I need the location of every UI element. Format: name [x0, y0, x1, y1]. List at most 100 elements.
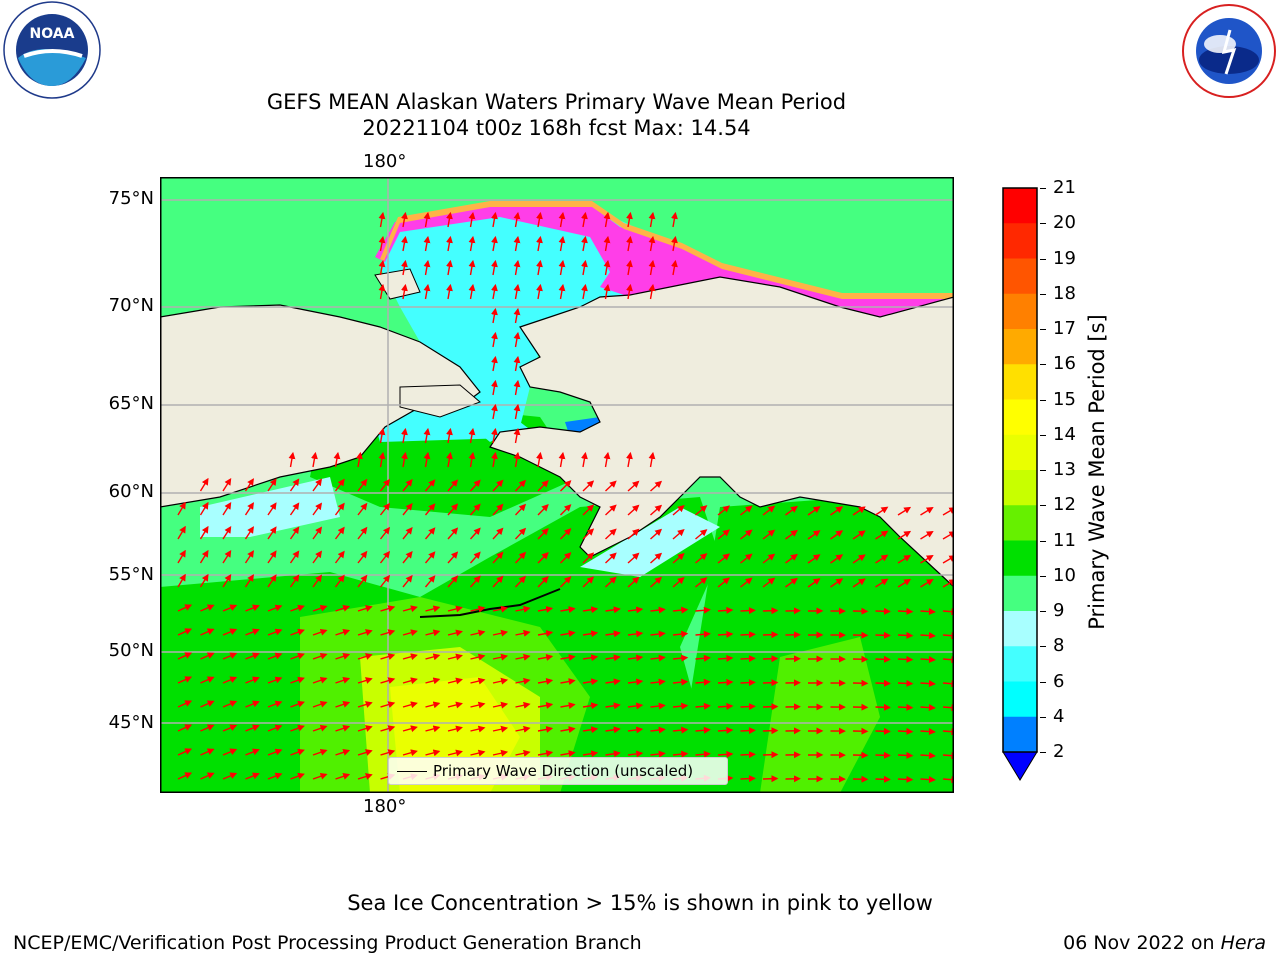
wave-arrow [920, 554, 934, 564]
colorbar-bin [1003, 540, 1037, 577]
wave-arrow [740, 631, 756, 639]
wave-arrow [244, 550, 254, 564]
wave-arrow [400, 211, 408, 228]
wave-arrow [357, 629, 373, 636]
wave-arrow [537, 605, 554, 613]
wave-arrow [490, 211, 498, 228]
wave-arrow [695, 577, 708, 588]
lat-label-50: 50°N [108, 640, 154, 661]
wave-arrow [897, 775, 914, 783]
wave-arrow [199, 549, 209, 564]
wave-arrow [762, 607, 779, 615]
wave-arrow [357, 502, 368, 516]
colorbar-tick-mark [1040, 681, 1046, 683]
wave-arrow [897, 703, 914, 711]
wave-arrow [267, 652, 283, 660]
wave-arrow [267, 526, 277, 540]
wave-arrow [695, 702, 711, 710]
wave-arrow [875, 775, 891, 783]
wave-arrow [717, 529, 730, 540]
colorbar-bin [1003, 646, 1037, 682]
wave-arrow [492, 701, 509, 709]
wave-arrow [357, 526, 368, 540]
wave-arrow [695, 553, 708, 564]
wave-arrow [560, 678, 576, 686]
wave-arrow [650, 678, 666, 686]
wave-arrow [445, 451, 453, 468]
wave-arrow [244, 478, 254, 492]
wave-arrow [177, 724, 193, 732]
wave-arrow [357, 478, 368, 492]
wave-arrow [762, 727, 779, 735]
wave-arrow [470, 629, 486, 637]
wave-arrow [672, 504, 685, 516]
wave-arrow [335, 629, 351, 636]
colorbar-tick-mark [1040, 752, 1046, 753]
wave-arrow [490, 307, 498, 324]
wave-arrow [334, 574, 345, 588]
wave-arrow [762, 775, 779, 783]
wave-arrow [355, 451, 363, 468]
wave-arrow [897, 607, 914, 615]
lat-label-45: 45°N [108, 712, 154, 733]
wave-arrow [515, 701, 531, 709]
wave-arrow [875, 703, 891, 711]
wave-arrow [379, 526, 391, 540]
wave-arrow [425, 725, 441, 733]
wave-arrow [807, 578, 821, 588]
wave-arrow [537, 701, 554, 709]
wave-arrow [245, 724, 260, 732]
wave-arrow [897, 727, 914, 735]
wave-arrow [402, 725, 418, 733]
wave-arrow [648, 283, 656, 300]
wave-arrow [290, 652, 305, 660]
colorbar-tick-mark [1040, 611, 1046, 612]
wave-arrow [625, 259, 633, 276]
wave-arrow [312, 772, 328, 780]
wave-arrow [513, 259, 521, 276]
wave-arrow [537, 528, 549, 540]
colorbar-tick-mark [1040, 364, 1046, 366]
colorbar-tick-mark [1040, 540, 1046, 542]
wave-arrow [445, 427, 453, 444]
wave-arrow [740, 703, 756, 711]
wave-arrow [492, 503, 504, 516]
wave-arrow [490, 235, 498, 252]
wave-arrow [582, 504, 595, 516]
wave-arrow [560, 606, 576, 614]
wave-arrow [897, 554, 912, 564]
wave-arrow [267, 550, 277, 564]
wave-arrow [423, 427, 431, 444]
wave-arrow [290, 748, 305, 756]
wave-arrow [625, 211, 633, 228]
wave-arrow [200, 628, 215, 636]
wave-arrow [648, 235, 656, 252]
colorbar-tick-mark [1040, 293, 1046, 295]
wave-arrow [717, 678, 734, 686]
wave-arrow [558, 451, 566, 468]
wave-arrow [582, 702, 599, 710]
wave-arrow [695, 606, 711, 614]
wave-arrow [560, 750, 576, 758]
colorbar-label: Primary Wave Mean Period [s] [1085, 314, 1109, 630]
wave-arrow [535, 259, 543, 276]
wave-arrow [199, 477, 209, 492]
wave-arrow [490, 451, 498, 468]
wave-arrow [558, 235, 566, 252]
wave-arrow [290, 628, 305, 636]
wave-arrow [378, 283, 386, 300]
wave-arrow [200, 772, 215, 780]
colorbar-tick-label: 20 [1053, 212, 1076, 234]
wave-arrow [468, 211, 476, 228]
wave-arrow [468, 451, 476, 468]
wave-arrow [648, 259, 656, 276]
chart-subtitle: 20221104 t00z 168h fcst Max: 14.54 [362, 116, 751, 140]
wave-arrow [492, 653, 509, 661]
wave-arrow [514, 575, 527, 588]
wave-arrow [402, 653, 418, 661]
wave-arrow [402, 605, 418, 613]
wave-arrow [402, 527, 413, 540]
map-frame [160, 177, 954, 793]
wave-arrow [897, 631, 914, 639]
wave-arrow [378, 427, 386, 444]
